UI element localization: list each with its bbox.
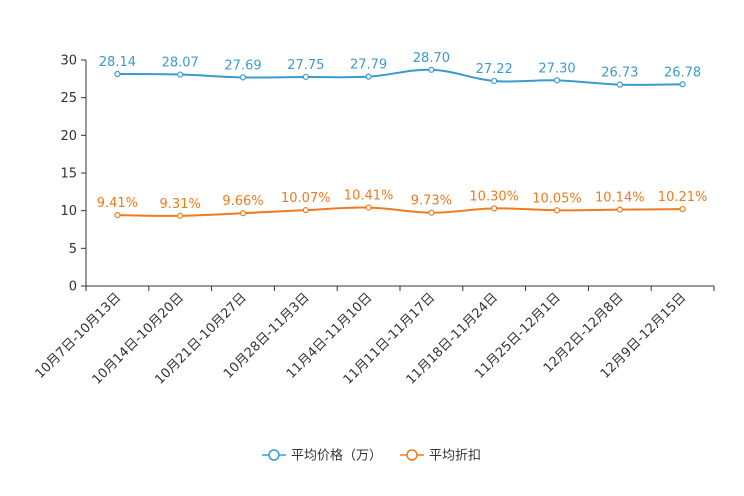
series-1-data-label: 26.78 bbox=[664, 65, 701, 80]
y-tick-label: 20 bbox=[60, 129, 77, 144]
series-2-point[interactable] bbox=[491, 205, 498, 212]
series-2-point[interactable] bbox=[365, 204, 372, 211]
series-1-data-label: 28.07 bbox=[162, 56, 199, 71]
series-2-data-label: 9.66% bbox=[222, 194, 263, 209]
series-2-point[interactable] bbox=[302, 207, 309, 214]
series-2-point[interactable] bbox=[553, 207, 561, 214]
series-1-data-label: 27.22 bbox=[476, 62, 513, 77]
series-1-data-label: 28.14 bbox=[99, 55, 136, 70]
series-2-data-label: 9.31% bbox=[160, 197, 201, 212]
y-tick-label: 5 bbox=[69, 242, 77, 257]
series-2-point[interactable] bbox=[114, 212, 121, 219]
legend-marker-icon bbox=[406, 449, 418, 461]
series-1-point[interactable] bbox=[553, 77, 561, 84]
legend-item-1[interactable]: 平均价格（万） bbox=[262, 448, 382, 464]
series-line-2 bbox=[117, 206, 683, 217]
series-2-point[interactable] bbox=[679, 205, 686, 213]
series-1-point[interactable] bbox=[679, 81, 686, 88]
series-2-data-label: 10.14% bbox=[595, 191, 645, 206]
series-1-point[interactable] bbox=[302, 73, 309, 81]
series-2-data-label: 10.07% bbox=[281, 191, 331, 206]
legend-label: 平均折扣 bbox=[429, 449, 481, 464]
series-2-data-label: 10.05% bbox=[532, 191, 582, 206]
axes: 05101520253010月7日-10月13日10月14日-10月20日10月… bbox=[33, 54, 715, 388]
series-2-data-label: 10.41% bbox=[344, 189, 394, 204]
y-tick-label: 25 bbox=[60, 91, 77, 106]
y-tick-label: 15 bbox=[60, 167, 77, 182]
series-1-data-label: 27.69 bbox=[224, 58, 261, 73]
series-2-point[interactable] bbox=[177, 212, 184, 219]
series-layer bbox=[114, 66, 686, 219]
series-2-point[interactable] bbox=[616, 206, 623, 213]
series-1-data-label: 26.73 bbox=[601, 66, 638, 81]
series-line-1 bbox=[117, 68, 683, 86]
series-2-data-label: 9.73% bbox=[411, 194, 452, 209]
series-1-point[interactable] bbox=[428, 66, 435, 73]
y-tick-label: 10 bbox=[60, 204, 77, 219]
legend-item-2[interactable]: 平均折扣 bbox=[400, 449, 481, 464]
series-1-data-label: 27.75 bbox=[287, 58, 324, 73]
y-tick-label: 0 bbox=[69, 280, 77, 295]
series-1-point[interactable] bbox=[177, 71, 184, 78]
y-tick-label: 30 bbox=[60, 54, 77, 69]
legend-marker-icon bbox=[268, 449, 280, 461]
series-1-point[interactable] bbox=[114, 70, 121, 78]
series-1-point[interactable] bbox=[616, 81, 623, 88]
series-1-data-label: 27.30 bbox=[538, 61, 575, 76]
series-2-data-label: 9.41% bbox=[97, 196, 138, 211]
series-1-data-label: 27.79 bbox=[350, 58, 387, 73]
series-2-data-label: 10.21% bbox=[658, 190, 708, 205]
data-labels: 28.14 28.07 27.69 27.75 27.79 28.70 27.22 27.30… bbox=[97, 51, 708, 212]
series-2-point[interactable] bbox=[428, 209, 435, 216]
legend[interactable]: 平均价格（万） 平均折扣 bbox=[262, 448, 481, 464]
series-1-point[interactable] bbox=[365, 73, 372, 80]
series-1-data-label: 28.70 bbox=[413, 51, 450, 66]
series-2-data-label: 10.30% bbox=[469, 189, 519, 204]
legend-label: 平均价格（万） bbox=[291, 448, 382, 464]
series-1-point[interactable] bbox=[239, 74, 247, 81]
series-1-point[interactable] bbox=[491, 77, 498, 85]
series-2-point[interactable] bbox=[239, 210, 247, 217]
